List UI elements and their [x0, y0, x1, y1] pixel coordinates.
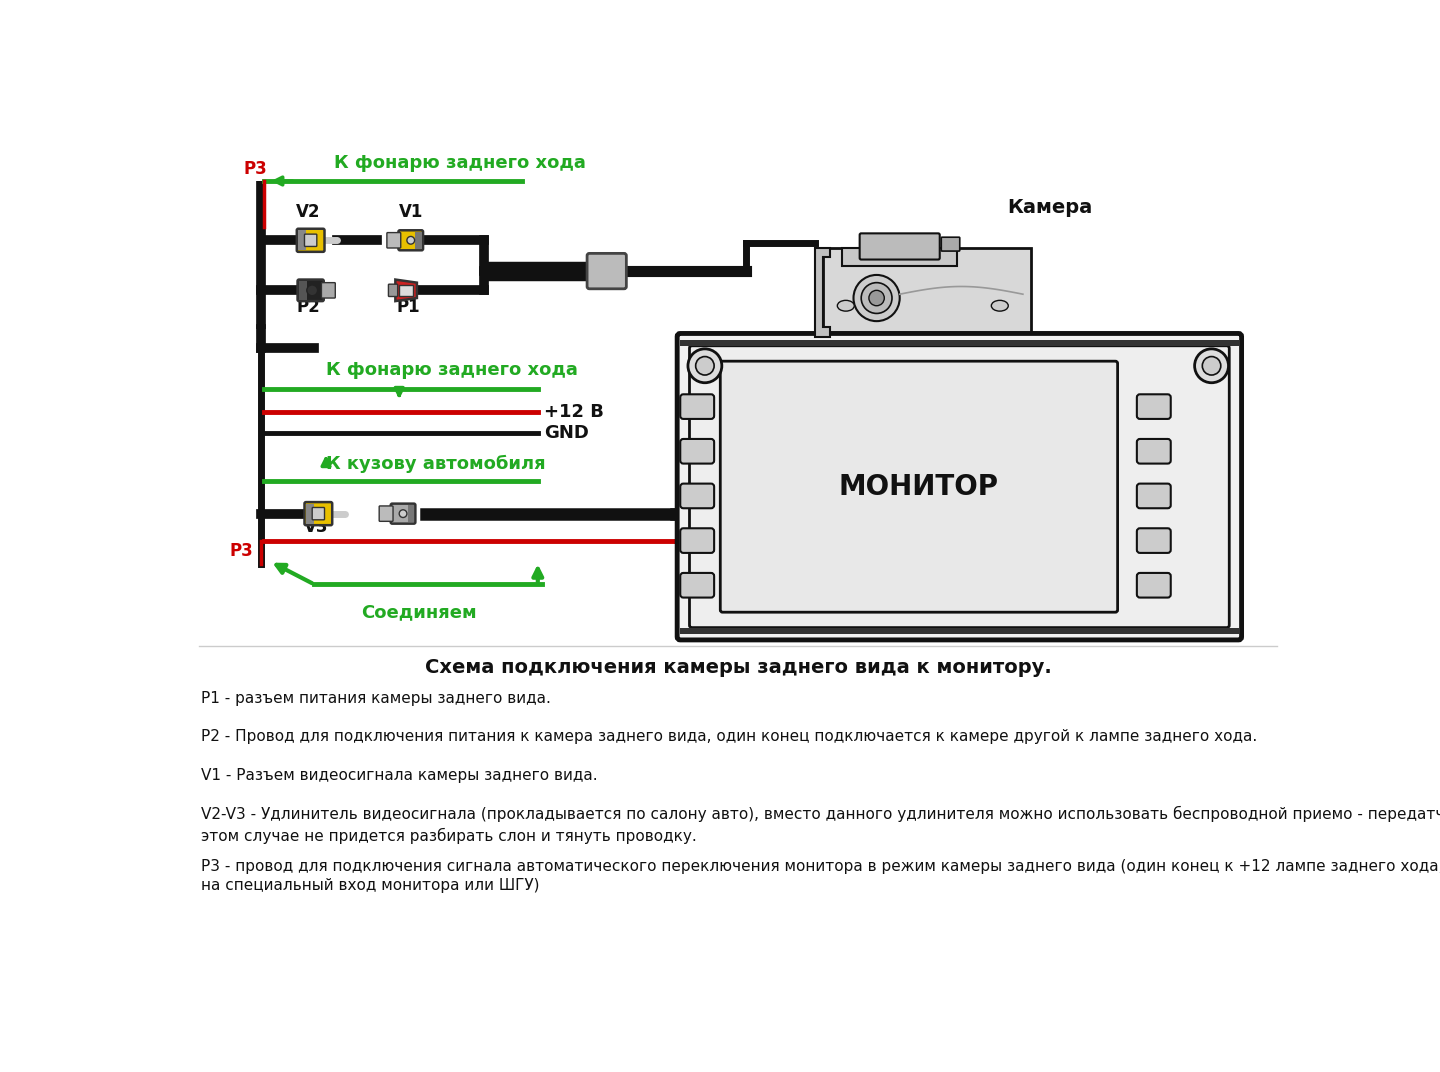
FancyBboxPatch shape	[860, 234, 940, 259]
FancyBboxPatch shape	[1136, 394, 1171, 419]
FancyBboxPatch shape	[1136, 572, 1171, 597]
FancyBboxPatch shape	[304, 502, 333, 525]
Ellipse shape	[837, 300, 854, 311]
Text: P3: P3	[243, 160, 268, 178]
Circle shape	[854, 274, 900, 322]
FancyBboxPatch shape	[588, 253, 626, 288]
Circle shape	[861, 283, 891, 313]
Text: P3: P3	[230, 542, 253, 560]
Text: К фонарю заднего хода: К фонарю заднего хода	[325, 360, 577, 378]
FancyBboxPatch shape	[1136, 483, 1171, 508]
Bar	[399, 285, 413, 296]
Text: Р3 - провод для подключения сигнала автоматического переключения монитора в режи: Р3 - провод для подключения сигнала авто…	[200, 859, 1440, 893]
FancyBboxPatch shape	[387, 233, 400, 248]
Circle shape	[696, 357, 714, 375]
FancyBboxPatch shape	[680, 438, 714, 463]
FancyBboxPatch shape	[677, 333, 1241, 640]
FancyBboxPatch shape	[942, 237, 959, 251]
Text: К кузову автомобиля: К кузову автомобиля	[325, 455, 546, 473]
Polygon shape	[842, 248, 958, 266]
Circle shape	[688, 348, 721, 383]
FancyBboxPatch shape	[321, 283, 336, 298]
FancyBboxPatch shape	[1136, 528, 1171, 553]
Polygon shape	[396, 280, 418, 301]
FancyBboxPatch shape	[399, 230, 423, 250]
Circle shape	[1195, 348, 1228, 383]
FancyBboxPatch shape	[298, 280, 324, 301]
Circle shape	[868, 291, 884, 306]
Text: +12 В: +12 В	[544, 403, 603, 421]
Text: Соединяем: Соединяем	[360, 604, 477, 621]
Text: V1: V1	[399, 204, 423, 221]
FancyBboxPatch shape	[379, 506, 393, 521]
Circle shape	[1202, 357, 1221, 375]
Text: V3: V3	[304, 518, 328, 536]
Text: V1 - Разъем видеосигнала камеры заднего вида.: V1 - Разъем видеосигнала камеры заднего …	[200, 768, 598, 783]
FancyBboxPatch shape	[389, 284, 397, 297]
FancyBboxPatch shape	[720, 361, 1117, 612]
Text: GND: GND	[544, 423, 589, 442]
Text: P1: P1	[396, 298, 420, 316]
Text: К фонарю заднего хода: К фонарю заднего хода	[334, 154, 586, 173]
FancyBboxPatch shape	[304, 234, 317, 247]
Bar	[408, 505, 413, 522]
FancyBboxPatch shape	[312, 507, 324, 520]
Polygon shape	[815, 248, 1031, 337]
Ellipse shape	[991, 300, 1008, 311]
FancyBboxPatch shape	[1136, 438, 1171, 463]
Text: МОНИТОР: МОНИТОР	[840, 473, 999, 501]
Text: P2: P2	[297, 298, 320, 316]
Text: Камера: Камера	[1008, 198, 1093, 218]
Bar	[300, 281, 307, 299]
Text: V2: V2	[297, 204, 321, 221]
FancyBboxPatch shape	[690, 346, 1230, 627]
FancyBboxPatch shape	[680, 394, 714, 419]
Circle shape	[399, 510, 408, 518]
Text: Р1 - разъем питания камеры заднего вида.: Р1 - разъем питания камеры заднего вида.	[200, 690, 550, 705]
Bar	[415, 232, 422, 249]
FancyBboxPatch shape	[297, 228, 324, 252]
Polygon shape	[815, 248, 831, 337]
Text: Схема подключения камеры заднего вида к монитору.: Схема подключения камеры заднего вида к …	[425, 658, 1051, 678]
FancyBboxPatch shape	[390, 504, 415, 523]
FancyBboxPatch shape	[680, 528, 714, 553]
Bar	[307, 504, 314, 523]
Circle shape	[307, 285, 318, 296]
Bar	[680, 627, 1238, 634]
Bar	[680, 340, 1238, 346]
Text: V2-V3 - Удлинитель видеосигнала (прокладывается по салону авто), вместо данного : V2-V3 - Удлинитель видеосигнала (проклад…	[200, 806, 1440, 844]
Circle shape	[408, 237, 415, 244]
Bar	[298, 230, 307, 250]
Text: Р2 - Провод для подключения питания к камера заднего вида, один конец подключает: Р2 - Провод для подключения питания к ка…	[200, 729, 1257, 744]
FancyBboxPatch shape	[680, 483, 714, 508]
FancyBboxPatch shape	[680, 572, 714, 597]
